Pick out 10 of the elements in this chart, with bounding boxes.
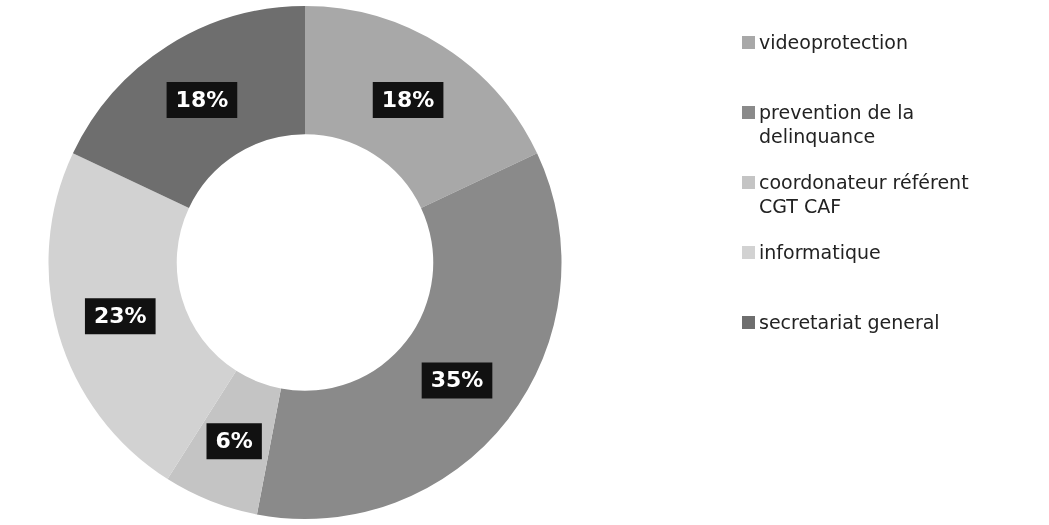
data-label: 18% bbox=[381, 86, 435, 112]
legend-label: informatique bbox=[759, 240, 881, 264]
legend-label: videoprotection bbox=[759, 30, 908, 54]
data-label: 35% bbox=[430, 367, 484, 393]
legend-label: coordonateur référent CGT CAF bbox=[759, 170, 970, 218]
data-label: 6% bbox=[215, 428, 253, 454]
legend-label: prevention de la delinquance bbox=[759, 100, 916, 148]
legend-label: secretariat general bbox=[759, 310, 940, 334]
data-label: 18% bbox=[175, 86, 229, 112]
data-label: 23% bbox=[93, 302, 147, 328]
